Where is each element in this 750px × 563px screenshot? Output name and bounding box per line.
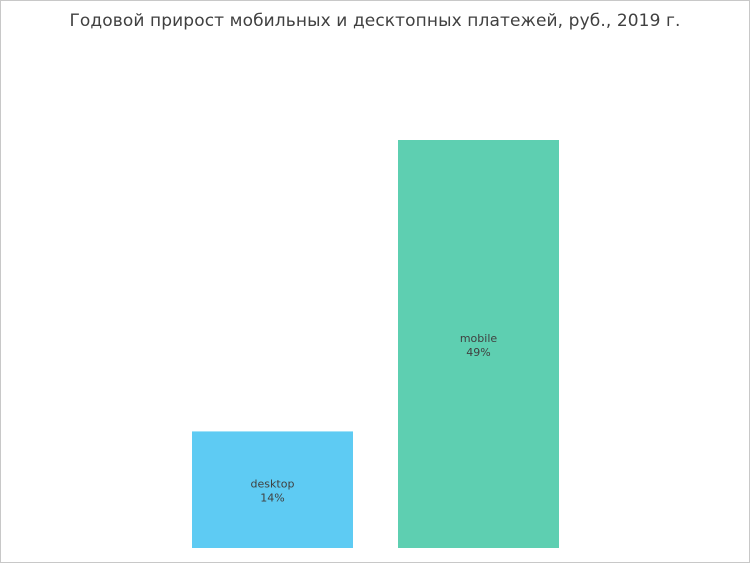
bar-value-label-mobile: 49% xyxy=(466,346,490,359)
chart-title: Годовой прирост мобильных и десктопных п… xyxy=(69,11,681,31)
bar-desktop xyxy=(192,431,353,548)
bar-category-label-desktop: desktop xyxy=(251,478,295,491)
bar-mobile xyxy=(398,140,559,548)
bar-category-label-mobile: mobile xyxy=(460,332,498,345)
bar-value-label-desktop: 14% xyxy=(260,492,284,505)
